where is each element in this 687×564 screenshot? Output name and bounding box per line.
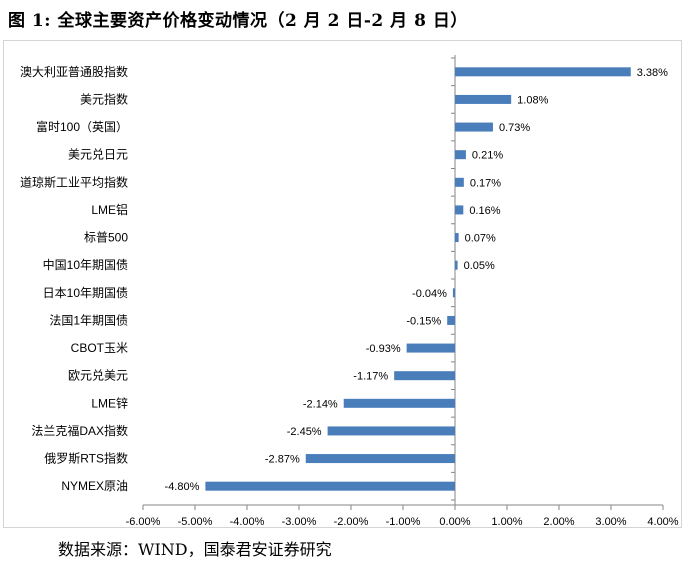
data-label: 0.05% <box>464 260 495 272</box>
data-label: -1.17% <box>353 371 388 383</box>
x-tick-label: -1.00% <box>386 516 421 527</box>
category-label: NYMEX原油 <box>61 479 128 493</box>
bar <box>455 67 631 77</box>
bar <box>455 205 464 215</box>
category-label: 道琼斯工业平均指数 <box>20 174 128 189</box>
x-tick-label: -3.00% <box>282 516 317 527</box>
bar <box>305 454 455 464</box>
bar-chart: -6.00% -5.00% -4.00% -3.00% -2.00% -1.00% 0.00… <box>20 55 679 527</box>
x-tick-label: 2.00% <box>543 516 574 527</box>
data-label: 0.17% <box>470 177 501 189</box>
data-label: -2.87% <box>265 454 300 466</box>
category-label: LME锌 <box>91 396 128 410</box>
data-label: 0.73% <box>499 122 530 134</box>
category-label: 标普500 <box>84 231 128 245</box>
data-label: -2.45% <box>287 426 322 438</box>
bar <box>455 260 458 270</box>
category-label: 美元兑日元 <box>68 148 128 162</box>
x-tick-label: -5.00% <box>178 516 213 527</box>
x-tick-label: -6.00% <box>126 516 161 527</box>
category-label: 美元指数 <box>80 91 128 106</box>
bar <box>455 94 512 104</box>
x-tick-label: 1.00% <box>491 516 522 527</box>
bar <box>455 233 459 243</box>
data-label: 0.16% <box>469 205 500 217</box>
category-label: 澳大利亚普通股指数 <box>20 64 128 79</box>
x-tick-label: -4.00% <box>230 516 265 527</box>
figure-number: 图 1: <box>8 11 52 31</box>
data-label: 0.07% <box>465 233 496 245</box>
category-label: LME铝 <box>91 202 128 217</box>
x-tick-label: -2.00% <box>334 516 369 527</box>
bar <box>455 150 466 160</box>
category-label: 日本10年期国债 <box>43 286 128 300</box>
x-tick-label: 4.00% <box>647 516 678 527</box>
bar <box>455 177 464 187</box>
bar <box>327 426 455 436</box>
data-label: 0.21% <box>472 150 503 162</box>
bar <box>343 398 455 408</box>
bar <box>406 343 455 353</box>
data-label: 3.38% <box>637 67 668 79</box>
category-label: 法兰克福DAX指数 <box>31 423 128 438</box>
category-label: CBOT玉米 <box>71 341 128 355</box>
category-label: 欧元兑美元 <box>68 369 128 383</box>
data-label: -4.80% <box>165 481 200 493</box>
x-tick-label: 3.00% <box>595 516 626 527</box>
chart-area: -6.00% -5.00% -4.00% -3.00% -2.00% -1.00% 0.00… <box>3 40 682 528</box>
x-tick-label: 0.00% <box>439 516 470 527</box>
data-label: 1.08% <box>517 94 548 106</box>
category-label: 俄罗斯RTS指数 <box>44 451 128 466</box>
category-label: 富时100（英国） <box>36 119 128 134</box>
data-source-note: 数据来源：WIND，国泰君安证券研究 <box>58 540 332 559</box>
data-label: -0.15% <box>406 315 441 327</box>
bar <box>452 288 455 298</box>
bar <box>455 122 493 132</box>
data-label: -0.93% <box>366 343 401 355</box>
bar <box>205 481 455 491</box>
bar <box>447 315 455 325</box>
category-label: 中国10年期国债 <box>43 257 128 272</box>
figure-title-text: 全球主要资产价格变动情况（2 月 2 日-2 月 8 日） <box>57 11 468 31</box>
category-label: 法国1年期国债 <box>49 313 128 327</box>
data-label: -0.04% <box>412 288 447 300</box>
bar <box>394 371 455 381</box>
figure-title: 图 1: 全球主要资产价格变动情况（2 月 2 日-2 月 8 日） <box>8 6 468 31</box>
data-label: -2.14% <box>303 398 338 410</box>
